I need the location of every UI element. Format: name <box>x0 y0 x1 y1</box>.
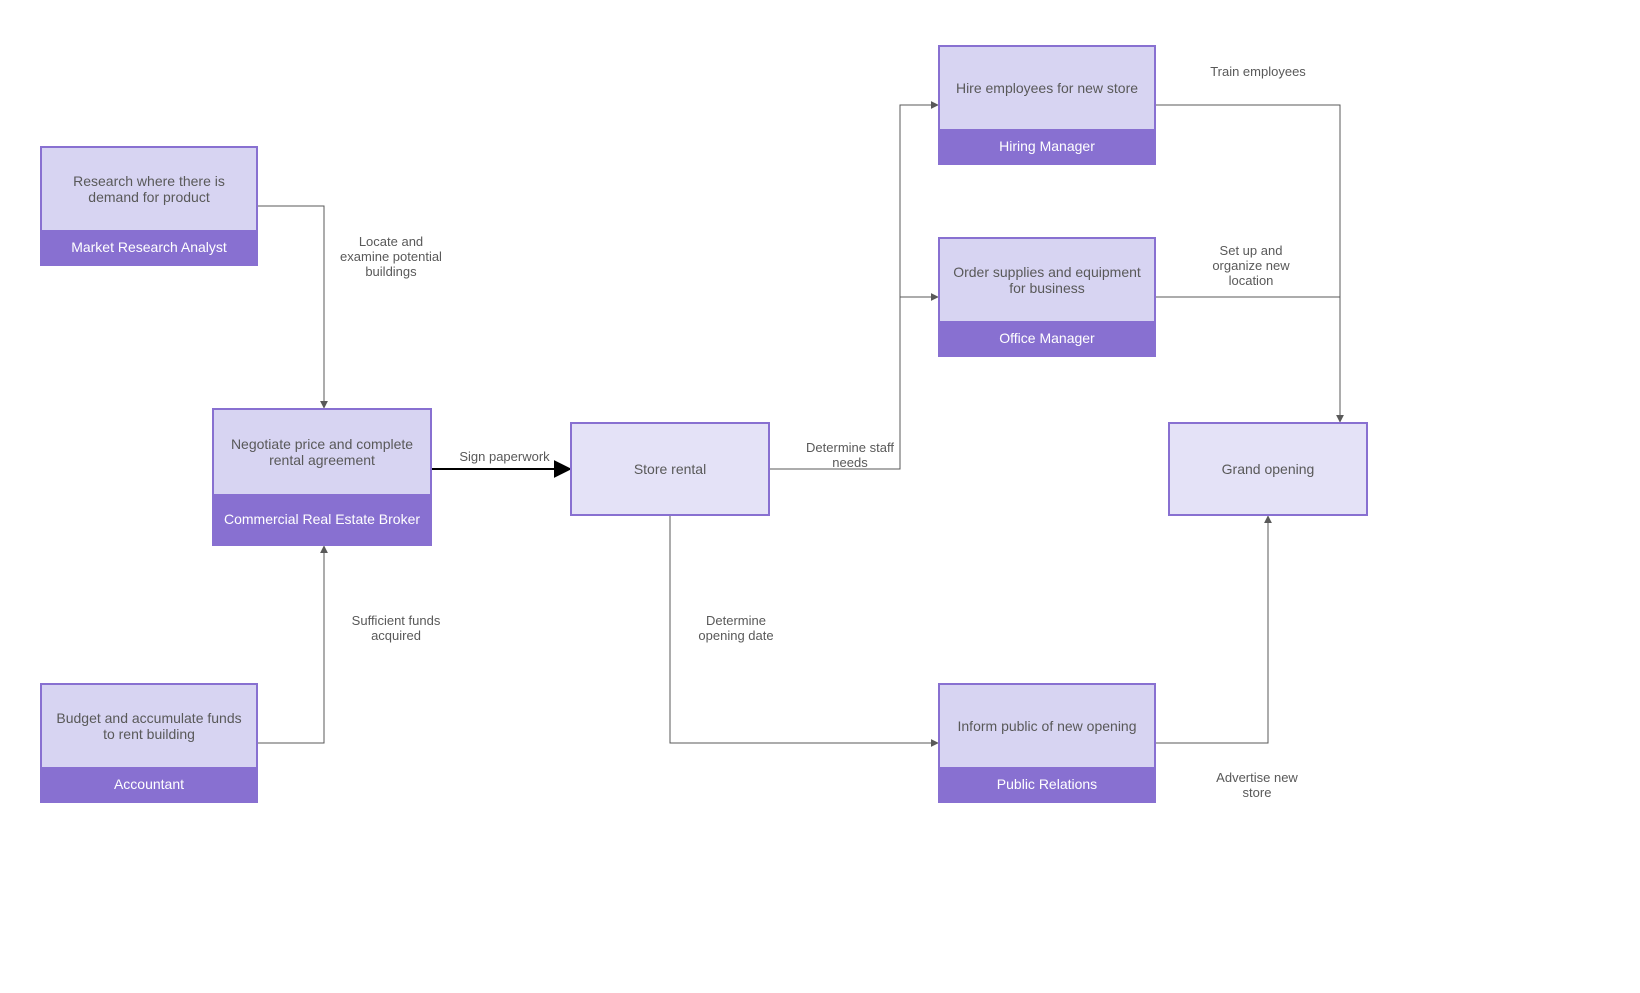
node-office_manager: Order supplies and equipment for busines… <box>938 237 1156 357</box>
edge-e9 <box>1156 516 1268 743</box>
node-hiring_manager: Hire employees for new storeHiring Manag… <box>938 45 1156 165</box>
node-body: Negotiate price and complete rental agre… <box>214 410 430 494</box>
edge-label-e7: Train employees <box>1208 64 1308 79</box>
node-body: Hire employees for new store <box>940 47 1154 129</box>
node-footer: Accountant <box>42 767 256 801</box>
node-body: Grand opening <box>1170 424 1366 514</box>
edge-e2 <box>258 546 324 743</box>
edge-label-e1: Locate and examine potential buildings <box>336 234 446 279</box>
node-body: Inform public of new opening <box>940 685 1154 767</box>
node-body: Research where there is demand for produ… <box>42 148 256 230</box>
edge-label-e3: Sign paperwork <box>447 449 562 464</box>
node-body: Order supplies and equipment for busines… <box>940 239 1154 321</box>
edge-e4 <box>770 105 938 469</box>
flowchart-canvas: { "style": { "node_border_color": "#8870… <box>0 0 1640 993</box>
node-body: Store rental <box>572 424 768 514</box>
edge-label-e8: Set up and organize new location <box>1196 243 1306 288</box>
node-footer: Commercial Real Estate Broker <box>214 494 430 544</box>
node-grand_opening: Grand opening <box>1168 422 1368 516</box>
node-footer: Market Research Analyst <box>42 230 256 264</box>
edge-label-e6: Determine opening date <box>686 613 786 643</box>
node-store_rental: Store rental <box>570 422 770 516</box>
edge-label-e9: Advertise new store <box>1202 770 1312 800</box>
edge-label-e4: Determine staff needs <box>790 440 910 470</box>
node-broker: Negotiate price and complete rental agre… <box>212 408 432 546</box>
node-footer: Hiring Manager <box>940 129 1154 163</box>
node-market_research: Research where there is demand for produ… <box>40 146 258 266</box>
node-public_relations: Inform public of new openingPublic Relat… <box>938 683 1156 803</box>
edge-e1 <box>258 206 324 408</box>
node-footer: Office Manager <box>940 321 1154 355</box>
node-footer: Public Relations <box>940 767 1154 801</box>
edge-label-e2: Sufficient funds acquired <box>336 613 456 643</box>
node-body: Budget and accumulate funds to rent buil… <box>42 685 256 767</box>
node-accountant: Budget and accumulate funds to rent buil… <box>40 683 258 803</box>
